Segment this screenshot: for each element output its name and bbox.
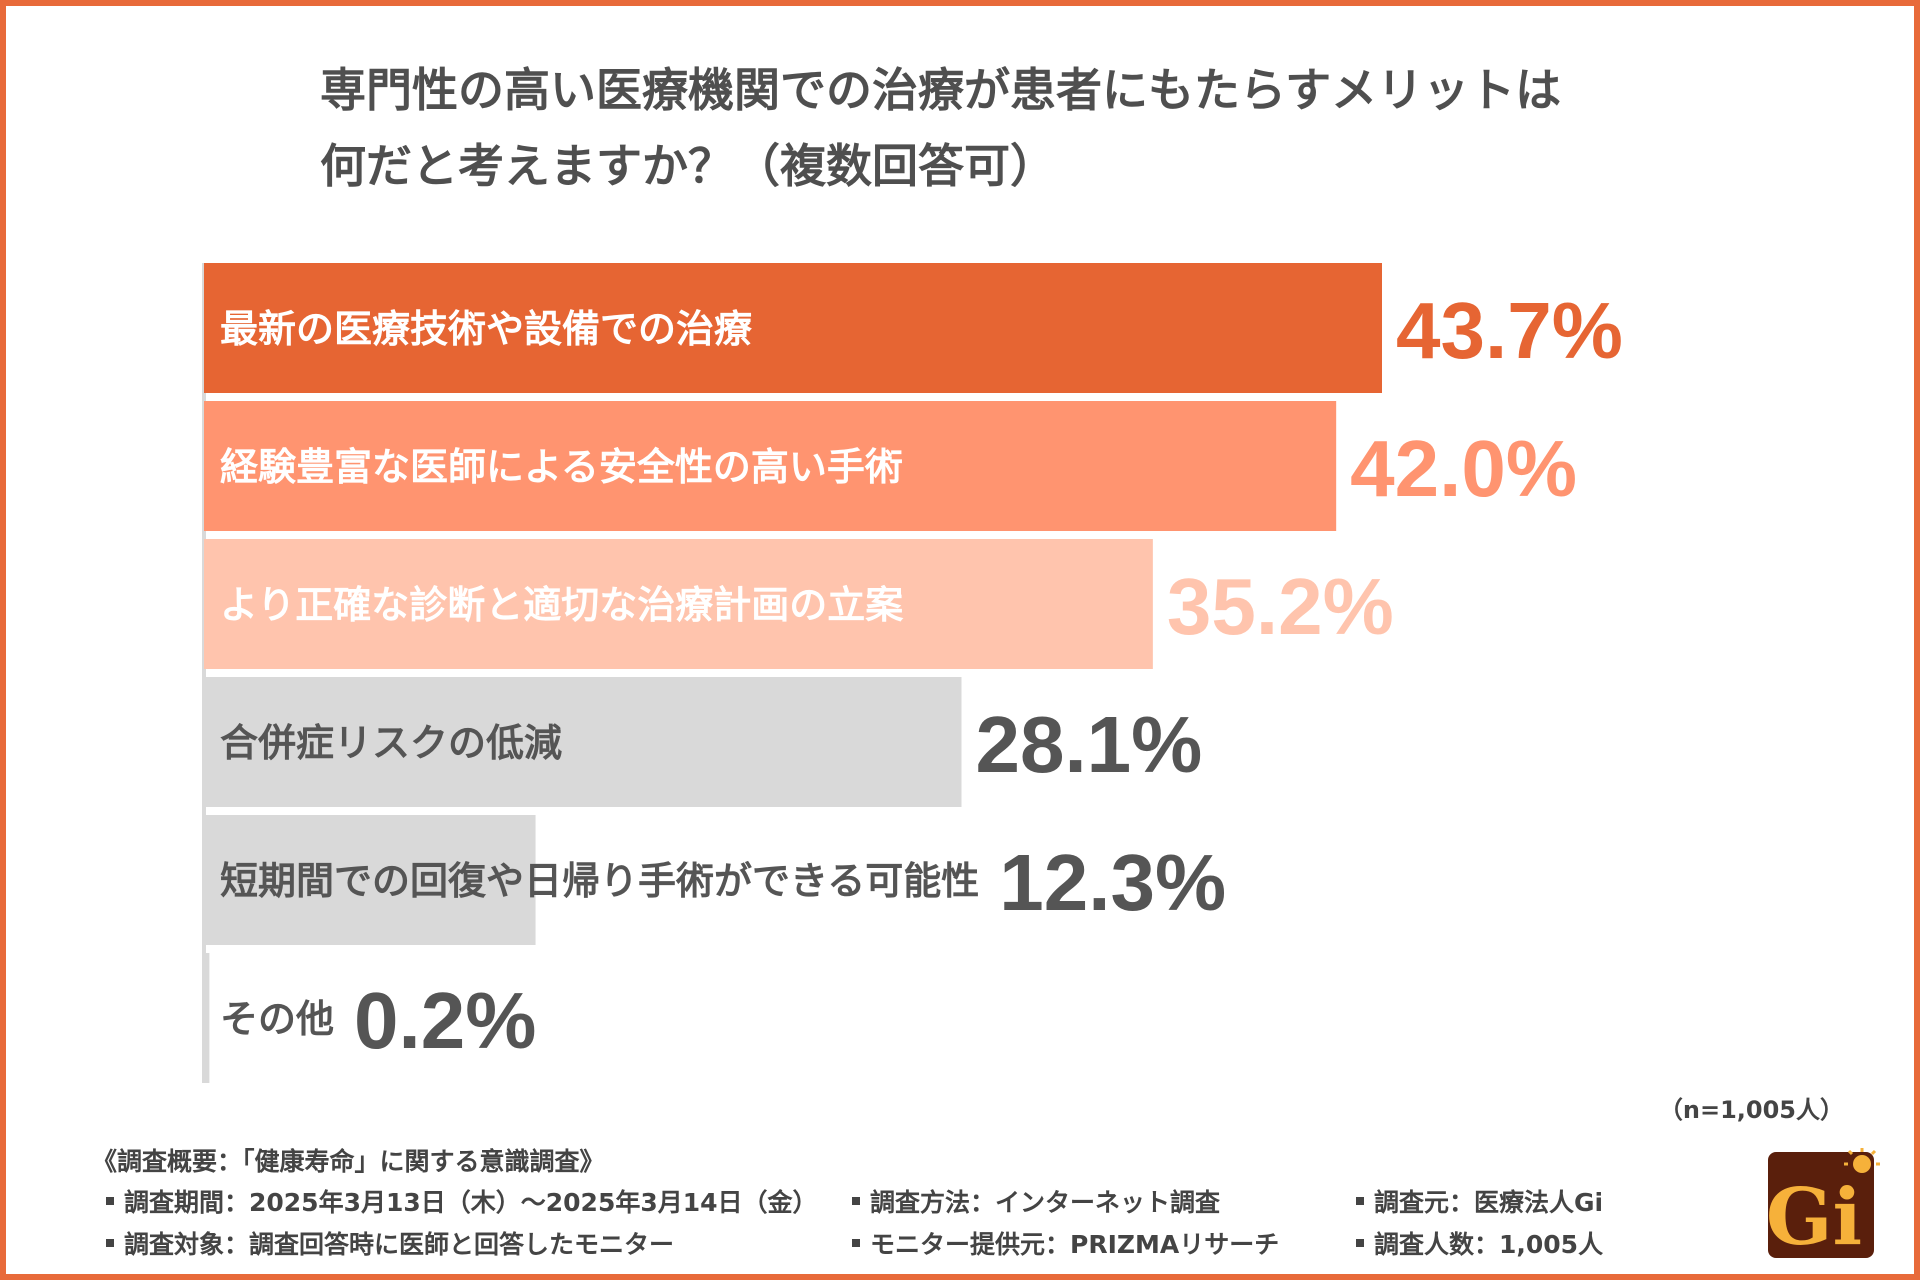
survey-row-2: 調査対象：調査回答時に医師と回答したモニター モニター提供元：PRIZMAリサー… [92,1224,1732,1266]
bar-4 [204,815,536,945]
bullet-icon [852,1197,860,1205]
value-label-4: 12.3% [999,838,1226,927]
bar-5 [204,953,210,1083]
value-label-3: 28.1% [975,700,1202,789]
survey-provider: モニター提供元：PRIZMAリサーチ [852,1224,1279,1266]
bullet-icon [1356,1239,1364,1247]
chart-title: 専門性の高い医療機関での治療が患者にもたらすメリットは 何だと考えますか？（複数… [320,52,1720,204]
bullet-icon [852,1239,860,1247]
survey-method-text: 調査方法：インターネット調査 [870,1188,1221,1217]
logo-background [1768,1152,1874,1258]
value-label-2: 35.2% [1167,562,1394,651]
survey-count: 調査人数：1,005人 [1356,1224,1603,1266]
survey-provider-text: モニター提供元：PRIZMAリサーチ [870,1230,1280,1259]
bar-2 [204,539,1153,669]
bar-chart: 最新の医療技術や設備での治療 43.7% 経験豊富な医師による安全性の高い手術 42.… [202,263,1623,1083]
category-label-1: 経験豊富な医師による安全性の高い手術 [220,445,903,489]
survey-target-text: 調査対象：調査回答時に医師と回答したモニター [124,1230,675,1259]
survey-row-1: 調査期間：2025年3月13日（木）～2025年3月14日（金） 調査方法：イン… [92,1182,1732,1224]
survey-method: 調査方法：インターネット調査 [852,1182,1220,1224]
bar-0 [204,263,1382,393]
logo-text: Gi [1768,1172,1862,1258]
bullet-icon [1356,1197,1364,1205]
value-label-0: 43.7% [1396,286,1623,375]
bullet-icon [106,1197,114,1205]
value-label-1: 42.0% [1350,424,1577,513]
chart-title-line-2: 何だと考えますか？（複数回答可） [320,139,1056,193]
survey-overview: 《調査概要：「健康寿命」に関する意識調査》 調査期間：2025年3月13日（木）… [92,1142,1732,1266]
survey-period-text: 調査期間：2025年3月13日（木）～2025年3月14日（金） [124,1188,818,1217]
survey-title: 《調査概要：「健康寿命」に関する意識調査》 [92,1147,605,1176]
survey-period: 調査期間：2025年3月13日（木）～2025年3月14日（金） [106,1182,818,1224]
category-label-5: その他 [220,997,334,1041]
value-label-5: 0.2% [354,976,536,1065]
category-label-2: より正確な診断と適切な治療計画の立案 [220,583,904,627]
logo-sun-icon [1853,1155,1871,1173]
survey-source-text: 調査元：医療法人Gi [1374,1188,1604,1217]
bar-3 [204,677,962,807]
sample-size-label: （n=1,005人） [1658,1096,1844,1124]
category-label-0: 最新の医療技術や設備での治療 [220,307,753,351]
survey-count-text: 調査人数：1,005人 [1374,1230,1604,1259]
category-label-3: 合併症リスクの低減 [220,721,562,765]
category-label-4: 短期間での回復や日帰り手術ができる可能性 [220,859,979,903]
bar-1 [204,401,1337,531]
gi-logo-icon: Gi [1768,1148,1880,1258]
chart-title-line-1: 専門性の高い医療機関での治療が患者にもたらすメリットは [320,63,1562,117]
survey-target: 調査対象：調査回答時に医師と回答したモニター [106,1224,674,1266]
survey-source: 調査元：医療法人Gi [1356,1182,1603,1224]
bullet-icon [106,1239,114,1247]
logo-sun-rays [1844,1148,1880,1166]
